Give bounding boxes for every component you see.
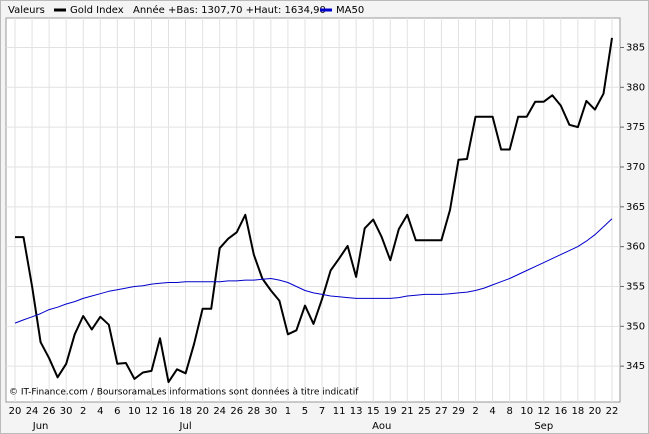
legend-label: Gold Index [70,5,124,16]
marks [14,37,613,384]
legend-note: Année +Bas: 1307,70 +Haut: 1634,90 [133,4,326,16]
x-tick-label: 4 [489,406,495,417]
x-tick-label: 20 [9,406,22,417]
x-tick-label: 22 [606,406,619,417]
legend-title: Valeurs [8,5,45,16]
plot-area [5,17,621,403]
series-line [15,37,613,384]
x-tick-label: 6 [114,406,120,417]
x-tick-label: 20 [589,406,602,417]
x-tick-label: 2 [80,406,86,417]
x-tick-label: 30 [60,406,73,417]
series-line [14,218,613,324]
source-note: © IT-Finance.com / BoursoramaLes informa… [9,387,359,398]
x-tick-label: 4 [97,406,103,417]
x-tick-label: 25 [418,406,431,417]
x-tick-label: 10 [520,406,533,417]
y-tick-label: 365 [626,202,645,213]
x-tick-label: 18 [179,406,192,417]
x-tick-label: 21 [401,406,414,417]
x-tick-label: 29 [452,406,465,417]
month-label: Jun [32,421,49,432]
month-label: Jul [179,421,192,432]
x-tick-label: 7 [319,406,325,417]
x-tick-label: 13 [350,406,363,417]
x-tick-label: 5 [302,406,308,417]
y-tick-label: 370 [626,162,645,173]
y-tick-label: 355 [626,281,645,292]
x-tick-label: 28 [247,406,260,417]
x-tick-label: 2 [472,406,478,417]
x-tick-label: 10 [128,406,141,417]
y-tick-label: 375 [626,122,645,133]
x-tick-label: 16 [162,406,175,417]
x-tick-label: 26 [230,406,243,417]
month-label: Sep [534,421,553,432]
legend-label: MA50 [336,5,364,16]
y-tick-label: 380 [626,82,645,93]
y-tick-label: 385 [626,42,645,53]
y-tick-label: 345 [626,361,645,372]
x-tick-label: 27 [435,406,448,417]
x-tick-label: 8 [506,406,512,417]
x-tick-label: 24 [213,406,226,417]
y-tick-label: 360 [626,242,645,253]
grid [6,18,624,402]
month-label: Aou [372,421,391,432]
y-tick-label: 350 [626,321,645,332]
x-tick-label: 18 [572,406,585,417]
x-tick-label: 26 [43,406,56,417]
x-tick-label: 24 [26,406,39,417]
x-tick-label: 19 [384,406,397,417]
x-tick-label: 1 [285,406,291,417]
x-tick-label: 30 [264,406,277,417]
x-tick-label: 16 [554,406,567,417]
x-tick-label: 11 [333,406,346,417]
x-tick-label: 12 [145,406,158,417]
x-tick-label: 15 [367,406,380,417]
x-tick-label: 20 [196,406,209,417]
x-tick-label: 12 [537,406,550,417]
